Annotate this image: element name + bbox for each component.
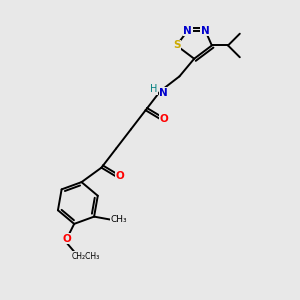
Text: S: S: [173, 40, 180, 50]
Text: N: N: [183, 26, 192, 36]
Text: O: O: [62, 234, 71, 244]
Text: O: O: [116, 171, 124, 181]
Text: H: H: [150, 84, 158, 94]
Text: N: N: [201, 26, 210, 36]
Text: O: O: [160, 114, 169, 124]
Text: CH₂CH₃: CH₂CH₃: [72, 252, 100, 261]
Text: CH₃: CH₃: [111, 215, 128, 224]
Text: N: N: [160, 88, 168, 98]
